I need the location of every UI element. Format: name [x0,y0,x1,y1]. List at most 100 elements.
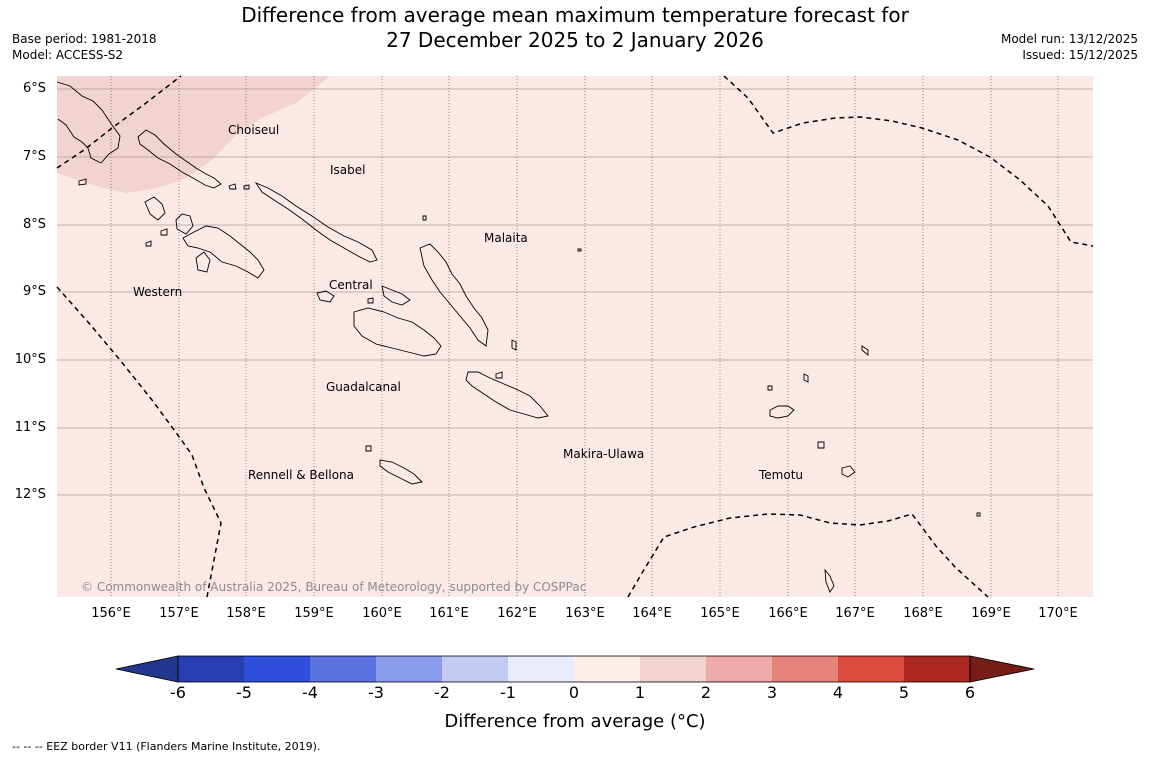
latitude-gridlines [57,88,1093,496]
map-background [57,76,1093,597]
place-label-guadalcanal: Guadalcanal [326,380,401,394]
guadalcanal-coast [353,307,442,357]
colorbar-outline [177,655,971,683]
model-run: Model run: 13/12/2025 [1000,32,1138,46]
colorbar-tick: 2 [700,683,712,702]
nggela-coast [381,285,411,306]
chart-title: Difference from average mean maximum tem… [0,3,1150,53]
colorbar-segment [772,656,838,682]
model-name: Model: ACCESS-S2 [12,48,124,62]
rendova-coast [195,251,211,273]
lon-label-161e: 161°E [429,606,469,621]
colorbar-tick: -5 [236,683,252,702]
colorbar-tick: -4 [302,683,318,702]
title-line-2: 27 December 2025 to 2 January 2026 [386,28,764,52]
gizo-coast [145,240,152,247]
place-label-choiseul: Choiseul [228,123,280,137]
kolombangara-coast [175,213,194,235]
colorbar-tick: -3 [368,683,384,702]
bougainville-coast [56,81,121,164]
rennell-coast [379,459,423,485]
place-label-makira-ulawa: Makira-Ulawa [563,447,645,461]
eez-footnote: -- -- -- EEZ border V11 (Flanders Marine… [12,740,321,753]
colorbar-extend-low [115,655,179,683]
colorbar-segment [178,656,244,682]
eez-border-png [56,75,182,169]
colorbar-segment [574,656,640,682]
colorbar-extend-high [969,655,1035,683]
colorbar-segment [508,656,574,682]
lon-label-160e: 160°E [362,606,402,621]
reef-islands-coast [803,373,809,383]
colorbar-tick: 0 [568,683,580,702]
place-label-malaita: Malaita [484,231,528,245]
colorbar-tick: -1 [500,683,516,702]
lat-label-10s: 10°S [14,352,46,367]
malaita-coast [419,243,489,347]
new-georgia-coast [182,225,265,279]
anuta-islet [976,512,981,517]
lon-label-166e: 166°E [768,606,808,621]
lat-label-7s: 7°S [22,149,46,164]
small-malaita-coast [511,339,517,351]
utupua-coast [817,441,825,449]
colorbar-tick: 6 [964,683,976,702]
colorbar-segment [904,656,970,682]
tinakula-coast [767,385,773,391]
isabel-islet [243,184,250,190]
lon-label-163e: 163°E [565,606,605,621]
eez-borders [56,75,1094,598]
lon-label-158e: 158°E [226,606,266,621]
duff-islands-coast [861,345,869,356]
colorbar [115,655,1035,683]
lat-label-11s: 11°S [14,420,46,435]
eez-border-southwest [56,286,222,598]
colorbar-segment [838,656,904,682]
place-label-central: Central [329,278,373,292]
colorbar-segment [706,656,772,682]
lon-label-157e: 157°E [159,606,199,621]
lon-label-168e: 168°E [903,606,943,621]
nendo-coast [769,405,795,419]
anomaly-region-1-2 [57,76,330,193]
lat-label-8s: 8°S [22,217,46,232]
lon-label-159e: 159°E [294,606,334,621]
vanikoro-coast [841,465,856,478]
place-label-rennell-bellona: Rennell & Bellona [248,468,355,482]
colorbar-tick: 5 [898,683,910,702]
isabel-coast [254,182,378,263]
makira-coast [465,371,549,419]
issued-date: Issued: 15/12/2025 [1022,48,1138,62]
lon-label-170e: 170°E [1038,606,1078,621]
copyright-notice: © Commonwealth of Australia 2025, Bureau… [81,580,587,594]
colorbar-tick: 4 [832,683,844,702]
shortland-coast [78,178,87,186]
vella-lavella-coast [144,196,166,221]
lon-label-165e: 165°E [700,606,740,621]
lon-label-169e: 169°E [971,606,1011,621]
meta-left: Base period: 1981-2018 Model: ACCESS-S2 [12,31,157,63]
eez-border-vanuatu [627,513,989,598]
bellona-coast [365,445,372,452]
base-period: Base period: 1981-2018 [12,32,157,46]
colorbar-tick: -6 [170,683,186,702]
colorbar-tick: 3 [766,683,778,702]
meta-right: Model run: 13/12/2025 Issued: 15/12/2025 [1001,31,1138,63]
ontong-java-islet [422,215,427,221]
place-label-western: Western [133,285,183,299]
lon-label-162e: 162°E [497,606,537,621]
lat-label-9s: 9°S [22,284,46,299]
choiseul-islet [228,183,237,190]
title-line-1: Difference from average mean maximum tem… [241,3,909,27]
sikaiana-coast [577,248,582,252]
colorbar-segment [640,656,706,682]
russell-islands-coast [316,290,335,303]
lat-label-6s: 6°S [22,81,46,96]
lon-label-156e: 156°E [91,606,131,621]
lon-label-164e: 164°E [632,606,672,621]
colorbar-tick: -2 [434,683,450,702]
colorbar-segment [244,656,310,682]
colorbar-label: Difference from average (°C) [444,711,706,732]
coastlines [56,81,981,593]
